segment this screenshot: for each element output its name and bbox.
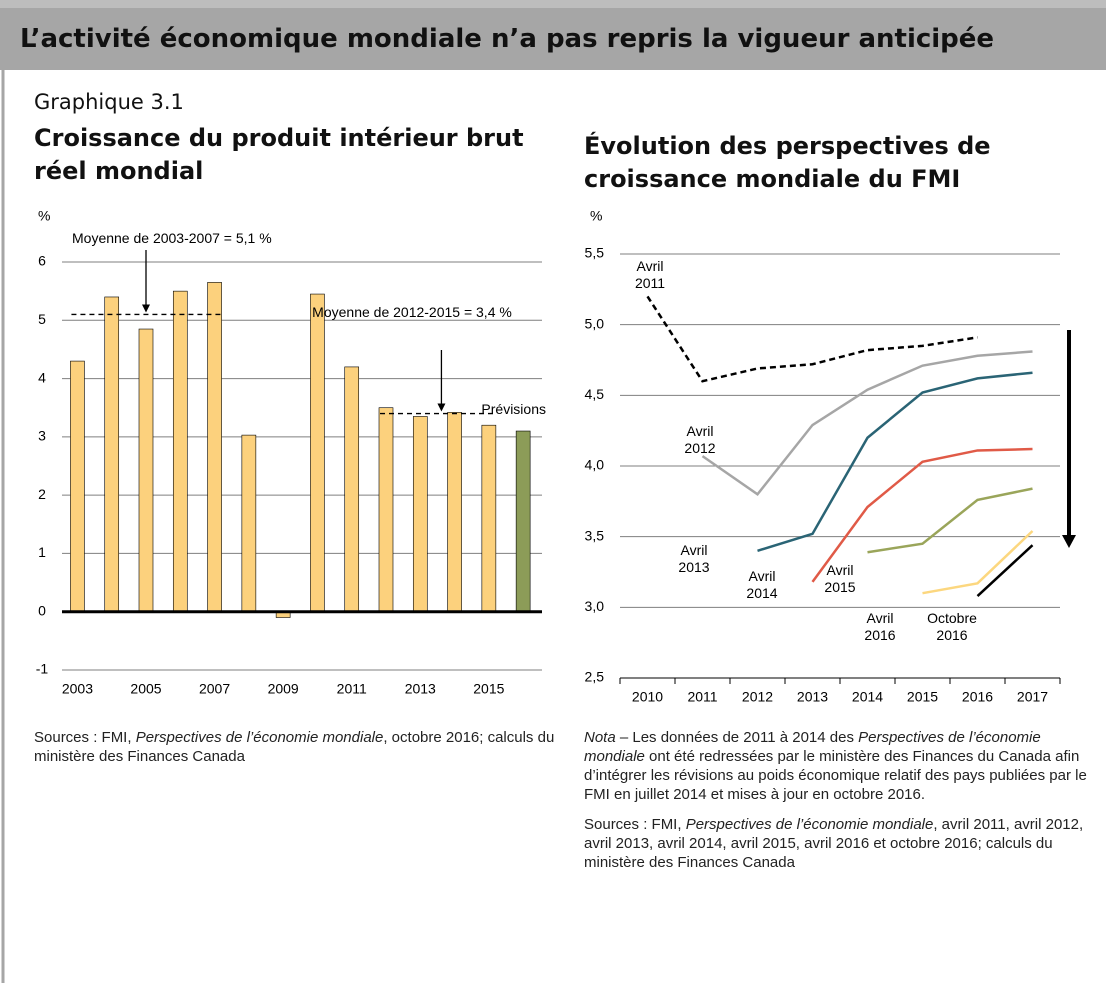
forecast-label: Prévisions bbox=[481, 401, 546, 417]
bar bbox=[70, 360, 85, 613]
bar bbox=[172, 290, 188, 613]
bar bbox=[138, 328, 154, 613]
y-tick-label: 5,0 bbox=[585, 315, 605, 331]
figure-label: Graphique 3.1 bbox=[34, 90, 184, 114]
note-text: – Les données de 2011 à 2014 des bbox=[615, 729, 859, 746]
y-tick-label: 2 bbox=[38, 486, 46, 502]
y-tick-label: 4,0 bbox=[585, 457, 605, 473]
annotation-arrow-head bbox=[437, 403, 446, 412]
x-tick-label: 2010 bbox=[632, 689, 663, 705]
header-title: L’activité économique mondiale n’a pas r… bbox=[20, 24, 995, 54]
decline-arrow-head bbox=[1062, 535, 1076, 548]
y-tick-label: 3 bbox=[38, 428, 46, 444]
note: Nota – Les données de 2011 à 2014 des Pe… bbox=[584, 728, 1089, 804]
series-label: Avril 2014 bbox=[746, 568, 778, 601]
series-label: Avril 2011 bbox=[634, 258, 666, 291]
series-line bbox=[867, 487, 1033, 554]
series-label: Avril 2015 bbox=[824, 562, 856, 595]
y-tick-label: 5,5 bbox=[585, 245, 605, 261]
y-tick-label: 2,5 bbox=[585, 669, 605, 685]
series-line bbox=[976, 544, 1034, 597]
series-label: Avril 2016 bbox=[864, 610, 896, 643]
y-tick-label: 4,5 bbox=[585, 386, 605, 402]
y-tick-label: -1 bbox=[36, 661, 49, 677]
series-label: Avril 2013 bbox=[678, 542, 710, 575]
bar bbox=[515, 430, 531, 613]
series-line bbox=[646, 295, 978, 383]
bar bbox=[207, 282, 222, 613]
note-text: , octobre 2016; calculs du ministère des… bbox=[34, 729, 555, 765]
chart-title: Croissance du produit intérieur brut rée… bbox=[34, 124, 524, 185]
x-tick-label: 2003 bbox=[62, 681, 93, 697]
bar bbox=[344, 366, 360, 613]
note-text: Perspectives de l’économie mondiale bbox=[135, 729, 384, 746]
bar bbox=[104, 296, 120, 613]
y-tick-label: 4 bbox=[38, 369, 46, 385]
y-tick-label: 3,0 bbox=[585, 598, 605, 614]
x-tick-label: 2007 bbox=[199, 681, 230, 697]
y-tick-label: 5 bbox=[38, 311, 46, 327]
x-tick-label: 2011 bbox=[687, 689, 717, 705]
x-tick-label: 2015 bbox=[473, 681, 504, 697]
note-text: Perspectives de l’économie mondiale bbox=[685, 816, 934, 833]
bar bbox=[378, 407, 394, 613]
sources: Sources : FMI, Perspectives de l’économi… bbox=[34, 728, 559, 766]
x-tick-label: 2015 bbox=[907, 689, 938, 705]
y-axis-label: % bbox=[38, 208, 50, 224]
note-text: , avril 2011, avril 2012, avril 2013, av… bbox=[584, 816, 1084, 871]
x-tick-label: 2005 bbox=[130, 681, 161, 697]
note-text: ont été redressées par le ministère des … bbox=[584, 748, 1087, 803]
x-tick-label: 2013 bbox=[797, 689, 828, 705]
x-tick-label: 2017 bbox=[1017, 689, 1048, 705]
y-tick-label: 6 bbox=[38, 253, 46, 269]
bar bbox=[412, 416, 428, 613]
annotation-label: Moyenne de 2012-2015 = 3,4 % bbox=[312, 304, 512, 320]
series-label: Octobre 2016 bbox=[927, 610, 977, 643]
series-line bbox=[811, 447, 1033, 583]
series-line bbox=[701, 350, 1033, 496]
y-tick-label: 3,5 bbox=[585, 527, 605, 543]
x-tick-label: 2012 bbox=[742, 689, 773, 705]
header-band bbox=[0, 0, 1106, 70]
note-text: Nota bbox=[584, 729, 616, 746]
chart-title: Évolution des perspectives de croissance… bbox=[584, 132, 991, 193]
bar bbox=[241, 434, 257, 613]
x-tick-label: 2011 bbox=[337, 681, 367, 697]
note-text: Sources : FMI, bbox=[34, 729, 136, 746]
x-tick-label: 2009 bbox=[268, 681, 299, 697]
bar bbox=[481, 424, 497, 613]
series-label: Avril 2012 bbox=[684, 423, 716, 456]
x-tick-label: 2014 bbox=[852, 689, 883, 705]
annotation-label: Moyenne de 2003-2007 = 5,1 % bbox=[72, 230, 272, 246]
annotation-arrow-head bbox=[142, 304, 150, 313]
sources: Sources : FMI, Perspectives de l’économi… bbox=[584, 815, 1089, 872]
y-axis-label: % bbox=[590, 208, 602, 224]
series-line bbox=[922, 530, 1034, 595]
header-top-strip bbox=[0, 0, 1106, 8]
bar bbox=[447, 412, 462, 613]
note-text: Sources : FMI, bbox=[584, 816, 686, 833]
series-line bbox=[757, 371, 1033, 552]
x-tick-label: 2013 bbox=[405, 681, 436, 697]
note-text: Perspectives de l’économie mondiale bbox=[584, 729, 1041, 765]
y-tick-label: 0 bbox=[38, 602, 46, 618]
y-tick-label: 1 bbox=[38, 544, 46, 560]
bar bbox=[310, 293, 325, 613]
x-tick-label: 2016 bbox=[962, 689, 993, 705]
